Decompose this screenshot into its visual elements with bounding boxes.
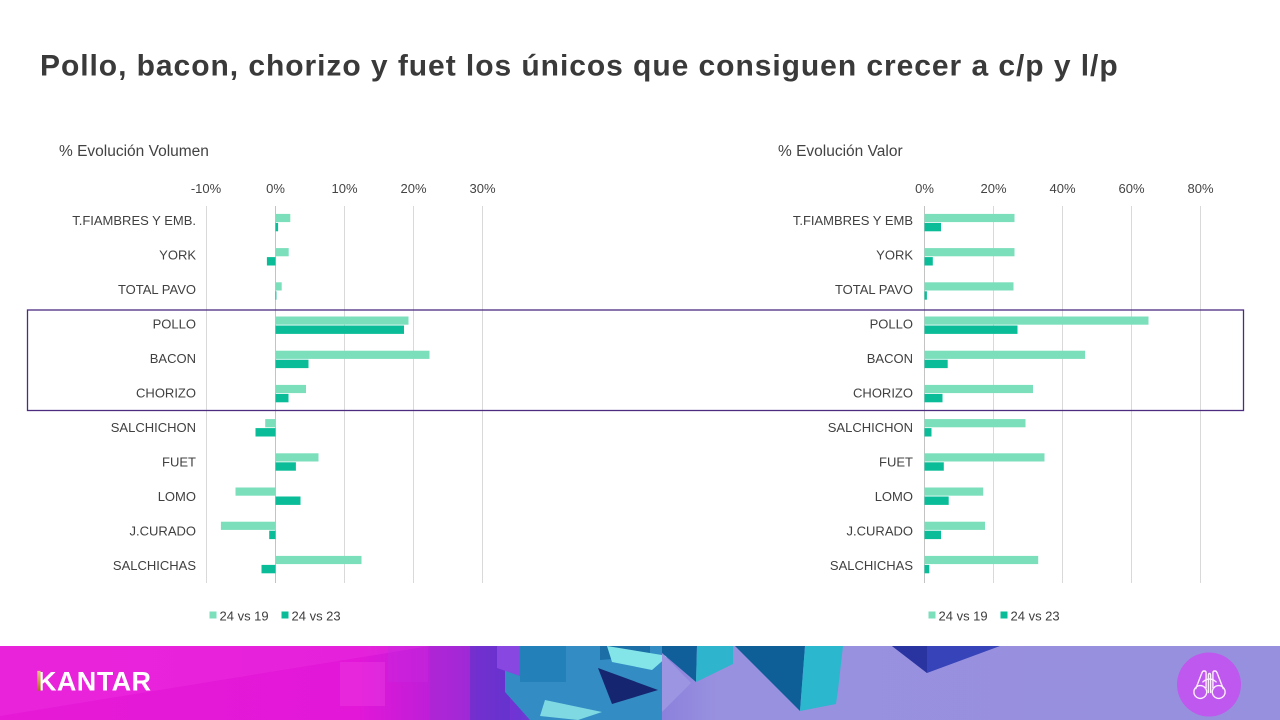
svg-text:CHORIZO: CHORIZO [853, 385, 913, 400]
svg-text:POLLO: POLLO [153, 316, 196, 331]
svg-text:LOMO: LOMO [158, 489, 196, 504]
svg-text:BACON: BACON [867, 351, 913, 366]
svg-text:TOTAL PAVO: TOTAL PAVO [118, 282, 196, 297]
svg-text:YORK: YORK [159, 247, 196, 262]
svg-text:30%: 30% [469, 181, 495, 196]
svg-text:0%: 0% [915, 181, 934, 196]
svg-text:% Evolución Volumen: % Evolución Volumen [59, 143, 209, 160]
svg-text:60%: 60% [1118, 181, 1144, 196]
svg-text:SALCHICHON: SALCHICHON [111, 420, 196, 435]
svg-text:24 vs 19: 24 vs 19 [939, 609, 988, 624]
svg-text:-10%: -10% [191, 181, 222, 196]
svg-text:BACON: BACON [150, 351, 196, 366]
svg-text:J.CURADO: J.CURADO [130, 523, 196, 538]
svg-text:80%: 80% [1187, 181, 1213, 196]
svg-text:% Evolución Valor: % Evolución Valor [778, 143, 903, 160]
svg-text:0%: 0% [266, 181, 285, 196]
svg-text:40%: 40% [1049, 181, 1075, 196]
svg-text:FUET: FUET [162, 454, 196, 469]
svg-text:SALCHICHAS: SALCHICHAS [830, 558, 913, 573]
svg-text:J.CURADO: J.CURADO [847, 523, 913, 538]
svg-text:POLLO: POLLO [870, 316, 913, 331]
svg-text:Pollo, bacon, chorizo y fuet l: Pollo, bacon, chorizo y fuet los únicos … [40, 50, 1119, 83]
svg-text:T.FIAMBRES Y EMB.: T.FIAMBRES Y EMB. [72, 213, 196, 228]
svg-text:T.FIAMBRES Y EMB: T.FIAMBRES Y EMB [793, 213, 913, 228]
svg-text:KANTAR: KANTAR [37, 667, 151, 697]
svg-text:FUET: FUET [879, 454, 913, 469]
svg-text:TOTAL PAVO: TOTAL PAVO [835, 282, 913, 297]
svg-text:LOMO: LOMO [875, 489, 913, 504]
svg-text:YORK: YORK [876, 247, 913, 262]
svg-text:CHORIZO: CHORIZO [136, 385, 196, 400]
svg-text:20%: 20% [400, 181, 426, 196]
svg-text:24 vs 23: 24 vs 23 [292, 609, 341, 624]
svg-text:10%: 10% [331, 181, 357, 196]
svg-text:SALCHICHAS: SALCHICHAS [113, 558, 196, 573]
svg-text:24 vs 23: 24 vs 23 [1011, 609, 1060, 624]
svg-text:SALCHICHON: SALCHICHON [828, 420, 913, 435]
svg-text:24 vs 19: 24 vs 19 [220, 609, 269, 624]
svg-text:20%: 20% [980, 181, 1006, 196]
